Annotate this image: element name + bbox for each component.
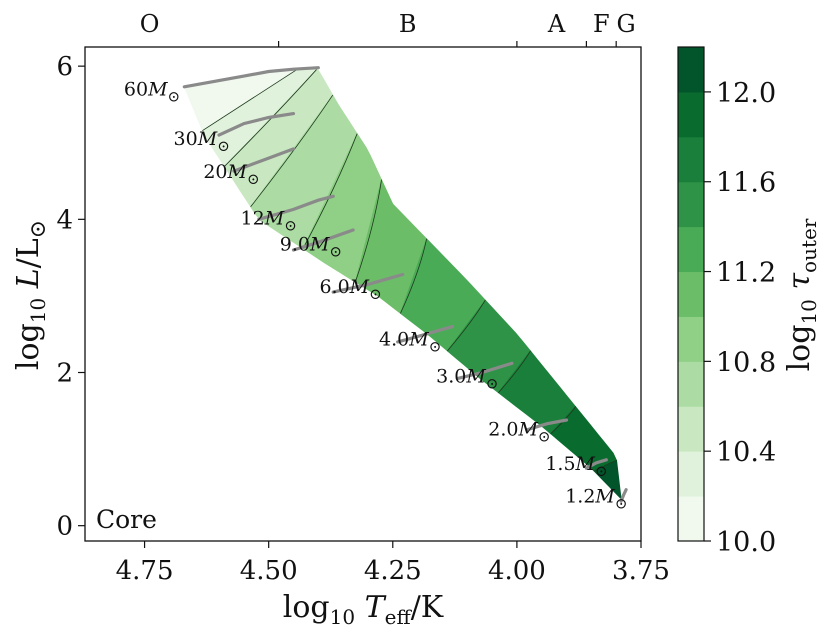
colorbar-tick-label-1: 10.0 — [716, 527, 776, 558]
colorbar-label: log10 τouter — [782, 218, 821, 371]
contour-line-8 — [498, 350, 531, 393]
track-2 — [217, 112, 296, 137]
mass-label-6: 6.0M⊙ — [319, 276, 381, 303]
y-tick-label-2: 2 — [56, 359, 73, 389]
colorbar-tick-label-5: 11.6 — [716, 168, 776, 199]
mass-labels: 60M⊙ 30M⊙ 20M⊙ 12M⊙9.0M⊙ 6.0M⊙ 4.0M⊙ 3.0M⊙ 2.0M… — [124, 78, 628, 512]
track-4 — [257, 194, 335, 221]
contour-bands — [183, 67, 622, 501]
colorbar-segment-7 — [678, 226, 704, 273]
mass-label-4: 12M⊙ — [241, 208, 297, 235]
mass-label-5: 9.0M⊙ — [280, 234, 342, 261]
colorbar-tick-label-6: 12.0 — [716, 78, 776, 109]
evolution-tracks — [182, 66, 628, 503]
spectral-type-O: O — [140, 10, 160, 38]
track-6 — [331, 272, 405, 294]
contour-line-10 — [593, 460, 617, 472]
y-tick-label-4: 6 — [56, 52, 73, 82]
track-8 — [455, 361, 514, 381]
mass-label-9: 2.0M⊙ — [488, 418, 550, 445]
band-level-11 — [593, 459, 622, 501]
mass-label-8: 3.0M⊙ — [436, 365, 498, 392]
x-axis-ticks: 4.75 4.50 4.25 4.00 3.75 — [116, 541, 670, 586]
colorbar-segment-3 — [678, 406, 704, 452]
spectral-type-G: G — [617, 10, 636, 38]
colorbar-segment-6 — [678, 271, 704, 317]
contour-line-6 — [400, 238, 428, 314]
colorbar-segment-11 — [678, 47, 704, 93]
y-axis-label: log10 L/L⊙ — [11, 220, 51, 370]
colorbar-frame — [677, 46, 705, 542]
colorbar-segment-8 — [678, 181, 704, 228]
track-3 — [232, 147, 296, 173]
x-tick-label-2: 4.50 — [240, 556, 298, 586]
mass-label-3: 20M⊙ — [203, 161, 259, 188]
spectral-type-A: A — [547, 10, 566, 38]
track-1 — [182, 66, 320, 89]
x-tick-label-4: 4.00 — [488, 556, 546, 586]
colorbar-tick-label-3: 10.8 — [716, 347, 776, 378]
mass-label-2: 30M⊙ — [174, 128, 230, 155]
colorbar-segment-4 — [678, 361, 704, 407]
contour-line-7 — [447, 299, 486, 352]
track-9 — [525, 418, 569, 432]
mass-label-1: 60M⊙ — [124, 78, 180, 105]
contour-line-5 — [354, 179, 382, 283]
colorbar-tick-label-2: 10.4 — [716, 437, 776, 468]
spectral-type-B: B — [399, 10, 417, 38]
track-7 — [396, 325, 454, 344]
contour-line-4 — [302, 133, 358, 249]
track-5 — [291, 228, 355, 252]
colorbar-segment-9 — [678, 136, 704, 183]
colorbar-segment-2 — [678, 451, 704, 497]
plot-frame — [84, 46, 642, 542]
colorbar-tick-label-4: 11.2 — [716, 258, 776, 289]
y-axis-ticks: 0 2 4 6 — [56, 52, 85, 542]
colorbar-segment-10 — [678, 91, 704, 138]
mass-label-7: 4.0M⊙ — [379, 329, 441, 356]
track-11 — [619, 488, 628, 503]
x-tick-label-1: 4.75 — [116, 556, 174, 586]
mass-label-10: 1.5M⊙ — [545, 453, 607, 480]
contour-line-9 — [550, 406, 576, 435]
y-tick-label-3: 4 — [56, 205, 73, 235]
spectral-type-F: F — [593, 10, 610, 38]
x-axis-label: log10 Teff/K — [283, 590, 444, 629]
contour-line-1 — [202, 69, 298, 132]
y-tick-label-1: 0 — [56, 512, 73, 542]
corner-label: Core — [96, 505, 157, 534]
track-10 — [584, 458, 608, 470]
colorbar-segment-1 — [678, 496, 704, 542]
x-tick-label-3: 4.25 — [364, 556, 422, 586]
x-tick-label-5: 3.75 — [612, 556, 670, 586]
mass-label-11: 1.2M⊙ — [565, 486, 627, 513]
colorbar-segment-5 — [678, 316, 704, 362]
colorbar: 10.0 10.4 10.8 11.2 11.6 12.0 — [677, 46, 776, 558]
